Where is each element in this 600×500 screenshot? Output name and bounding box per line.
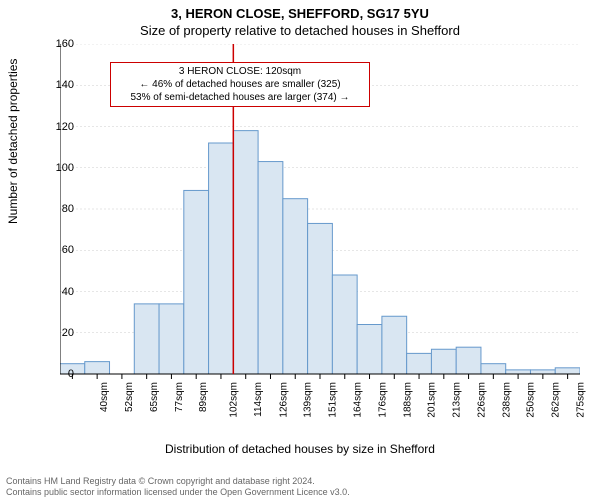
x-tick-label: 139sqm [303, 382, 314, 418]
x-tick-label: 164sqm [353, 382, 364, 418]
x-tick-label: 77sqm [174, 382, 185, 412]
x-tick-label: 188sqm [402, 382, 413, 418]
x-tick-label: 275sqm [575, 382, 586, 418]
x-tick-label: 102sqm [229, 382, 240, 418]
annotation-line2: ← 46% of detached houses are smaller (32… [115, 78, 365, 91]
x-tick-label: 114sqm [253, 382, 264, 417]
title-sub: Size of property relative to detached ho… [0, 21, 600, 38]
x-tick-label: 201sqm [427, 382, 438, 418]
footer-line1: Contains HM Land Registry data © Crown c… [6, 476, 350, 487]
footer: Contains HM Land Registry data © Crown c… [6, 476, 350, 498]
y-tick-label: 140 [56, 79, 74, 91]
x-tick-label: 250sqm [526, 382, 537, 418]
footer-line2: Contains public sector information licen… [6, 487, 350, 498]
y-tick-label: 40 [62, 286, 74, 298]
x-tick-label: 262sqm [551, 382, 562, 418]
y-tick-label: 100 [56, 162, 74, 174]
x-tick-label: 89sqm [198, 382, 209, 412]
chart-container: 3, HERON CLOSE, SHEFFORD, SG17 5YU Size … [0, 0, 600, 500]
x-tick-label: 65sqm [149, 382, 160, 412]
x-tick-label: 226sqm [476, 382, 487, 418]
annotation-box: 3 HERON CLOSE: 120sqm ← 46% of detached … [110, 62, 370, 107]
x-tick-label: 40sqm [99, 382, 110, 412]
x-tick-label: 126sqm [278, 382, 289, 418]
x-tick-label: 52sqm [124, 382, 135, 412]
annotation-line3: 53% of semi-detached houses are larger (… [115, 91, 365, 104]
y-tick-label: 0 [68, 368, 74, 380]
y-tick-label: 80 [62, 203, 74, 215]
annotation-line1: 3 HERON CLOSE: 120sqm [115, 65, 365, 78]
y-tick-label: 160 [56, 38, 74, 50]
y-tick-label: 60 [62, 244, 74, 256]
x-axis-label: Distribution of detached houses by size … [0, 442, 600, 456]
x-tick-label: 213sqm [452, 382, 463, 418]
x-tick-label: 176sqm [377, 382, 388, 418]
y-axis-label: Number of detached properties [6, 59, 20, 224]
x-tick-label: 238sqm [501, 382, 512, 418]
y-tick-label: 120 [56, 121, 74, 133]
title-main: 3, HERON CLOSE, SHEFFORD, SG17 5YU [0, 0, 600, 21]
x-tick-label: 151sqm [328, 382, 339, 418]
y-tick-label: 20 [62, 327, 74, 339]
